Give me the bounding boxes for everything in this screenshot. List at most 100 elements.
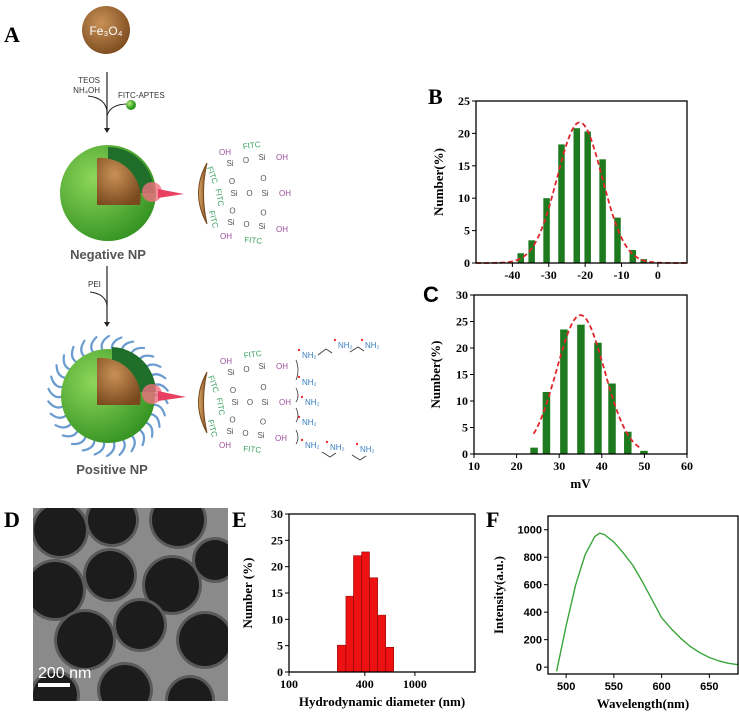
positive-charge-dot (333, 338, 337, 342)
o-atom: O (229, 416, 235, 425)
positive-np-illustration (47, 334, 208, 458)
o-atom: O (229, 177, 235, 186)
y-tick-label: 10 (271, 612, 283, 626)
particle (152, 508, 204, 546)
fitc-group: FITC (206, 419, 219, 439)
axes-frame (547, 515, 739, 675)
y-tick-label: 0 (464, 256, 470, 270)
axes-frame (475, 100, 688, 264)
fitc-group: FITC (244, 235, 263, 246)
y-tick-label: 30 (456, 288, 468, 302)
fitc-group: FITC (243, 444, 262, 455)
si-atom: Si (261, 398, 268, 407)
oh-group: OH (279, 189, 291, 198)
nh2-group: NH₂ (302, 378, 317, 387)
x-tick-label: 550 (605, 681, 623, 693)
oh-group: OH (219, 148, 231, 157)
x-tick-label: 10 (468, 459, 480, 473)
tem-image: 200 nm (33, 508, 228, 701)
bar (608, 383, 616, 454)
chart-f-fluorescence: 500 550 600 650 0 200 400 600 800 1000 Intensity(a… (491, 515, 739, 711)
y-tick-label: 25 (271, 533, 283, 547)
bar (599, 159, 606, 263)
x-tick-label: 100 (280, 677, 298, 691)
y-tick-label: 15 (271, 586, 283, 600)
bar (369, 577, 378, 673)
nh2-group: NH₂ (302, 418, 317, 427)
oh-group: OH (220, 357, 232, 366)
particle (145, 558, 199, 612)
particle (34, 508, 86, 556)
y-tick-label: 5 (462, 421, 468, 435)
additive-fitc-aptes: FITC-APTES (118, 91, 165, 100)
positive-charge-dot (325, 440, 329, 444)
y-axis-label: Intensity(a.u.) (491, 556, 506, 634)
x-tick-label: -40 (504, 268, 520, 282)
o-atom: O (243, 220, 249, 229)
x-tick-label: 50 (638, 459, 650, 473)
scale-bar (38, 683, 70, 687)
particle (179, 614, 228, 666)
si-atom: Si (227, 368, 234, 377)
bar (614, 217, 621, 263)
bar (577, 324, 585, 454)
reagent-curve (87, 95, 108, 113)
x-axis-label: Hydrodynamic diameter (nm) (299, 694, 465, 709)
o-atom: O (246, 189, 252, 198)
x-tick-label: 20 (511, 459, 523, 473)
bar (337, 644, 347, 673)
panel-label-e: E (232, 507, 247, 532)
fitc-group: FITC (206, 374, 221, 394)
bar (594, 342, 602, 454)
reagent-nh4oh: NH₄OH (73, 86, 100, 95)
pei-backbone (295, 346, 367, 461)
y-tick-label: 20 (271, 560, 283, 574)
positive-charge-dot (297, 375, 301, 379)
nh2-group: NH₂ (360, 445, 375, 454)
particle (86, 551, 134, 599)
core-label: Fe₃O₄ (89, 24, 122, 38)
reagent-teos: TEOS (78, 76, 100, 85)
fitc-group: FITC (207, 210, 220, 230)
nh2-group: NH₂ (338, 341, 353, 350)
positive-charge-dot (300, 438, 304, 442)
si-atom: Si (258, 362, 265, 371)
particle (100, 665, 150, 701)
positive-charge-dot (297, 415, 301, 419)
y-tick-label: 20 (458, 126, 470, 140)
chart-b-zeta-negative: -40 -30 -20 -10 0 0 5 10 15 20 25 Number(%) (431, 94, 688, 282)
oh-group: OH (275, 434, 287, 443)
gaussian-fit-line (476, 121, 687, 264)
si-atom: Si (231, 398, 238, 407)
bar (560, 329, 568, 454)
oh-group: OH (219, 441, 231, 450)
arrow-head-icon (104, 128, 110, 133)
synthesis-schematic: Fe₃O₄ TEOS NH₄OH FITC-APTES Negative NP … (47, 6, 380, 477)
panel-label-d: D (4, 507, 20, 532)
bar (640, 450, 648, 454)
positive-charge-dot (355, 442, 359, 446)
oh-group: OH (279, 398, 291, 407)
arrow-head-icon (104, 322, 110, 327)
nh2-group: NH₂ (305, 441, 320, 450)
oh-group: OH (276, 362, 288, 371)
si-atom: Si (227, 218, 234, 227)
nh2-group: NH₂ (305, 398, 320, 407)
o-atom: O (247, 398, 253, 407)
y-tick-label: 0 (536, 662, 542, 674)
chart-c-zeta-positive: 10 20 30 40 50 60 0 5 10 15 20 25 30 Number(%) mV (428, 288, 693, 491)
fitc-group: FITC (243, 349, 262, 360)
nh2-group: NH₂ (302, 351, 317, 360)
y-tick-label: 5 (464, 224, 470, 238)
y-tick-label: 600 (524, 580, 542, 592)
y-tick-label: 30 (271, 507, 283, 521)
positive-charge-dot (360, 338, 364, 342)
y-tick-label: 10 (458, 191, 470, 205)
oh-group: OH (220, 232, 232, 241)
x-tick-label: 650 (700, 681, 718, 693)
fitc-group: FITC (205, 165, 220, 185)
x-tick-label: 40 (596, 459, 608, 473)
